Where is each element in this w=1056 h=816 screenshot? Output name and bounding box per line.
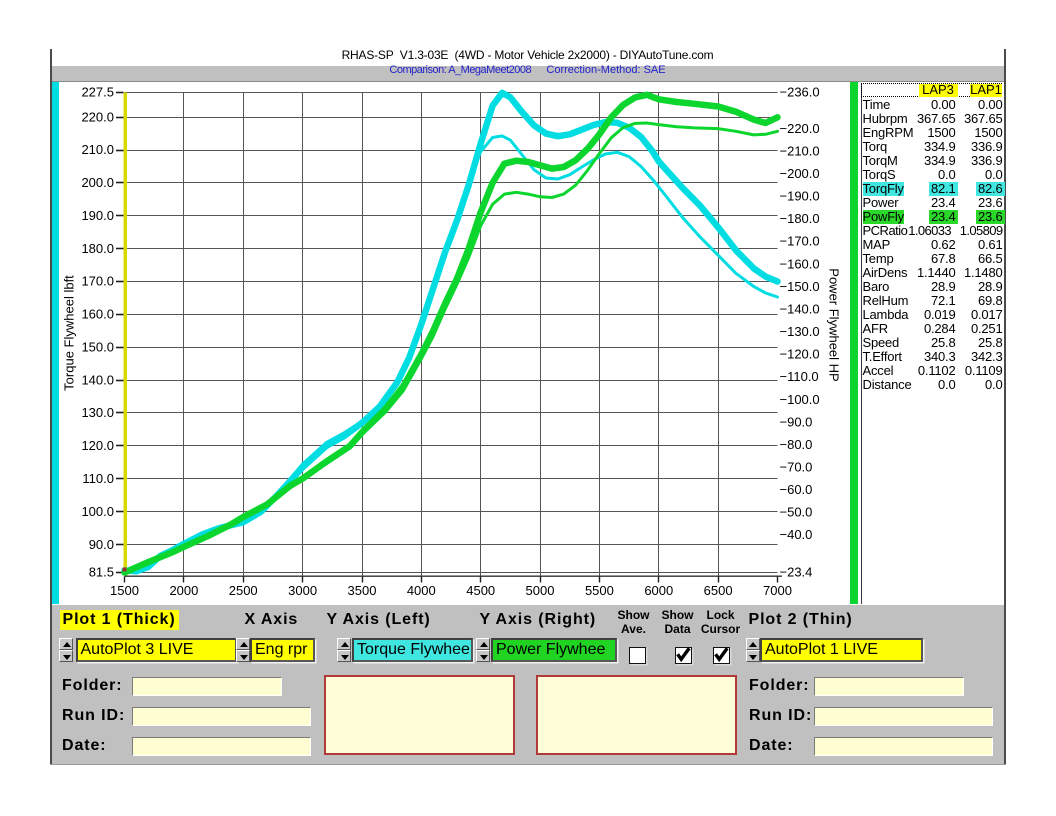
svg-text:−180.0: −180.0 bbox=[780, 211, 820, 226]
svg-text:−140.0: −140.0 bbox=[780, 301, 820, 316]
svg-text:−170.0: −170.0 bbox=[780, 234, 820, 249]
svg-text:−60.0: −60.0 bbox=[780, 482, 813, 497]
svg-text:110.0: 110.0 bbox=[82, 471, 114, 486]
svg-text:220.0: 220.0 bbox=[81, 109, 114, 124]
svg-text:Torque Flywheel lbft: Torque Flywheel lbft bbox=[62, 275, 77, 391]
svg-text:130.0: 130.0 bbox=[81, 405, 114, 420]
svg-text:227.5: 227.5 bbox=[81, 85, 114, 100]
svg-text:−120.0: −120.0 bbox=[780, 347, 820, 362]
svg-text:90.0: 90.0 bbox=[89, 537, 114, 552]
svg-text:3000: 3000 bbox=[288, 583, 317, 598]
svg-text:−200.0: −200.0 bbox=[780, 166, 820, 181]
svg-text:7000: 7000 bbox=[763, 583, 792, 598]
svg-text:150.0: 150.0 bbox=[81, 340, 114, 355]
svg-text:1500: 1500 bbox=[110, 583, 139, 598]
svg-text:−90.0: −90.0 bbox=[780, 414, 813, 429]
svg-text:81.5: 81.5 bbox=[89, 565, 114, 580]
svg-text:5000: 5000 bbox=[526, 583, 555, 598]
svg-text:180.0: 180.0 bbox=[81, 241, 114, 256]
svg-text:−150.0: −150.0 bbox=[780, 279, 820, 294]
svg-text:140.0: 140.0 bbox=[81, 372, 114, 387]
svg-text:−40.0: −40.0 bbox=[780, 527, 813, 542]
svg-text:−100.0: −100.0 bbox=[780, 392, 820, 407]
svg-text:200.0: 200.0 bbox=[81, 175, 114, 190]
svg-text:−160.0: −160.0 bbox=[780, 256, 820, 271]
svg-text:6000: 6000 bbox=[644, 583, 673, 598]
svg-text:100.0: 100.0 bbox=[81, 504, 114, 519]
svg-text:5500: 5500 bbox=[585, 583, 614, 598]
svg-text:6500: 6500 bbox=[704, 583, 733, 598]
svg-text:120.0: 120.0 bbox=[81, 438, 114, 453]
svg-text:−130.0: −130.0 bbox=[780, 324, 820, 339]
svg-text:4500: 4500 bbox=[466, 583, 495, 598]
svg-text:−210.0: −210.0 bbox=[780, 143, 820, 158]
svg-text:−220.0: −220.0 bbox=[780, 121, 820, 136]
svg-text:−110.0: −110.0 bbox=[780, 369, 819, 384]
svg-text:2500: 2500 bbox=[229, 583, 258, 598]
svg-text:Power Flywheel HP: Power Flywheel HP bbox=[827, 268, 842, 381]
svg-text:3500: 3500 bbox=[348, 583, 377, 598]
svg-text:−70.0: −70.0 bbox=[780, 460, 813, 475]
svg-text:−23.4: −23.4 bbox=[780, 565, 813, 580]
svg-text:160.0: 160.0 bbox=[81, 307, 114, 322]
svg-text:210.0: 210.0 bbox=[81, 142, 114, 157]
svg-text:170.0: 170.0 bbox=[81, 274, 114, 289]
svg-text:−80.0: −80.0 bbox=[780, 437, 813, 452]
svg-text:4000: 4000 bbox=[407, 583, 436, 598]
svg-text:2000: 2000 bbox=[169, 583, 198, 598]
svg-text:−50.0: −50.0 bbox=[780, 505, 813, 520]
svg-text:−190.0: −190.0 bbox=[780, 189, 820, 204]
svg-text:190.0: 190.0 bbox=[81, 208, 114, 223]
svg-text:−236.0: −236.0 bbox=[780, 85, 820, 100]
